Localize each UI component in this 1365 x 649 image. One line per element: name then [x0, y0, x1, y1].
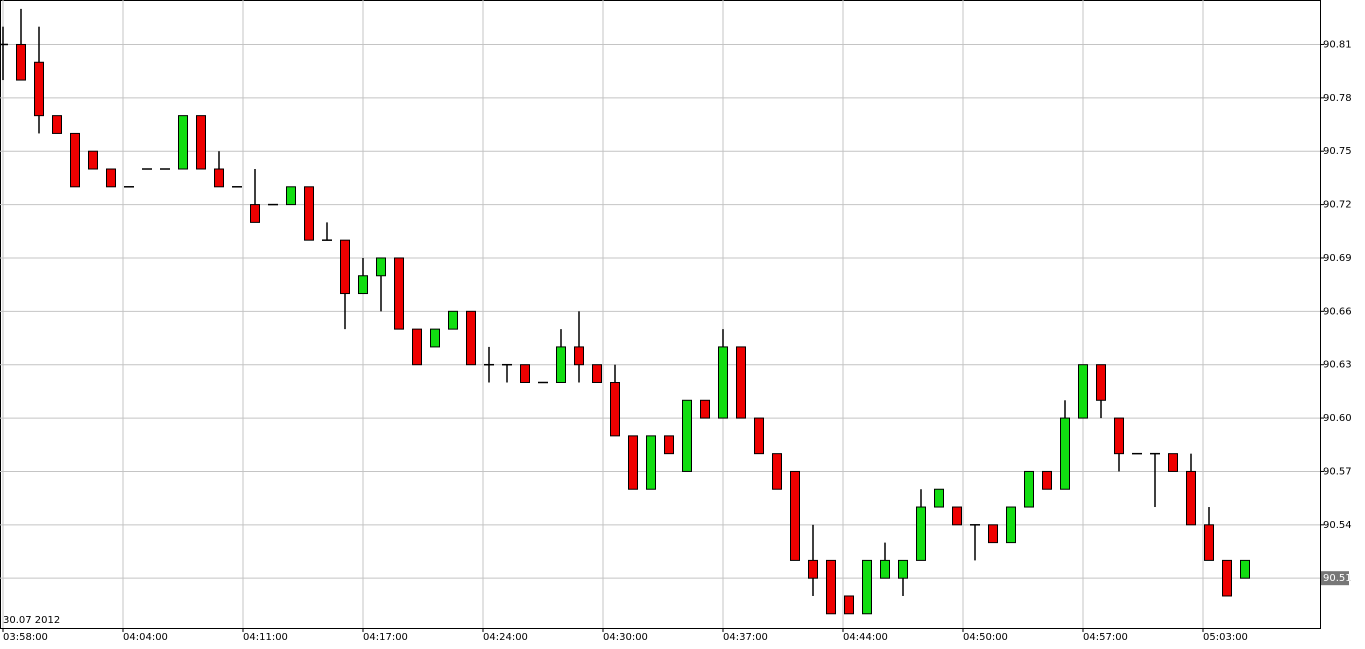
x-tick-label: 05:03:00	[1203, 632, 1248, 643]
candle-body	[628, 435, 638, 490]
candle-body	[736, 346, 746, 419]
candle-body	[952, 506, 962, 526]
candle-body	[556, 346, 566, 383]
candle-body	[16, 43, 26, 81]
x-tick-label: 04:04:00	[123, 632, 168, 643]
last-price-label: 90.51	[1323, 573, 1352, 584]
candle-body	[916, 506, 926, 561]
candle-body	[250, 204, 260, 223]
candle-body	[376, 257, 386, 277]
x-tick-label: 04:11:00	[243, 632, 288, 643]
candle-body	[1222, 559, 1232, 597]
candle-body	[1096, 364, 1106, 401]
candle-body	[34, 61, 44, 117]
x-tick-label: 04:57:00	[1083, 632, 1128, 643]
candle-body	[718, 346, 728, 419]
candle-body	[52, 115, 62, 134]
candle-body	[772, 453, 782, 490]
x-tick-label: 04:50:00	[963, 632, 1008, 643]
candle-body	[412, 328, 422, 366]
y-tick-label: 90.78	[1323, 93, 1352, 104]
candle-body	[196, 115, 206, 170]
x-tick-label: 04:44:00	[843, 632, 888, 643]
date-label: 30.07 2012	[3, 615, 60, 626]
y-tick-label: 90.72	[1323, 200, 1352, 211]
candle-body	[1060, 417, 1070, 490]
y-tick-label: 90.75	[1323, 146, 1352, 157]
candle-body	[1006, 506, 1016, 544]
candle-body	[394, 257, 404, 330]
candle-body	[1042, 470, 1052, 490]
candle-body	[610, 381, 620, 437]
candle-body	[880, 559, 890, 579]
candle-body	[1186, 470, 1196, 526]
candle-body	[358, 275, 368, 295]
candle-body	[700, 399, 710, 419]
candle-body	[898, 559, 908, 579]
x-tick-label: 04:37:00	[723, 632, 768, 643]
candle-body	[664, 435, 674, 455]
candle-body	[466, 310, 476, 366]
candle-body	[520, 364, 530, 383]
y-tick-label: 90.69	[1323, 253, 1352, 264]
candle-body	[988, 524, 998, 544]
y-tick-label: 90.57	[1323, 466, 1352, 477]
candle-body	[178, 115, 188, 170]
x-tick-label: 04:30:00	[603, 632, 648, 643]
x-tick-label: 03:58:00	[3, 632, 48, 643]
candle-body	[1204, 524, 1214, 561]
candle-body	[214, 168, 224, 188]
y-tick-label: 90.66	[1323, 306, 1352, 317]
candle-body	[1114, 417, 1124, 455]
candle-body	[646, 435, 656, 490]
candle-body	[106, 168, 116, 188]
candle-body	[682, 399, 692, 472]
candle-body	[934, 488, 944, 508]
candle-body	[286, 186, 296, 206]
last-price-box	[1321, 571, 1349, 586]
x-tick-label: 04:24:00	[483, 632, 528, 643]
plot-frame	[0, 0, 1321, 629]
candle-body	[1078, 364, 1088, 419]
candle-body	[844, 595, 854, 615]
candle-body	[574, 346, 584, 366]
candle-body	[1024, 470, 1034, 508]
candle-body	[808, 559, 818, 579]
candle-body	[304, 186, 314, 241]
candle-body	[754, 417, 764, 455]
candle-body	[1240, 559, 1250, 579]
y-tick-label: 90.54	[1323, 520, 1352, 531]
y-tick-label: 90.81	[1323, 39, 1352, 50]
candle-body	[448, 310, 458, 330]
candle-body	[430, 328, 440, 348]
y-tick-label: 90.63	[1323, 360, 1352, 371]
candle-body	[88, 150, 98, 170]
x-tick-label: 04:17:00	[363, 632, 408, 643]
candle-body	[70, 132, 80, 188]
candle-body	[592, 364, 602, 383]
candle-body	[340, 239, 350, 295]
candle-body	[826, 559, 836, 615]
candle-body	[790, 470, 800, 561]
y-tick-label: 90.60	[1323, 413, 1352, 424]
candle-body	[862, 559, 872, 615]
candle-body	[1168, 453, 1178, 472]
